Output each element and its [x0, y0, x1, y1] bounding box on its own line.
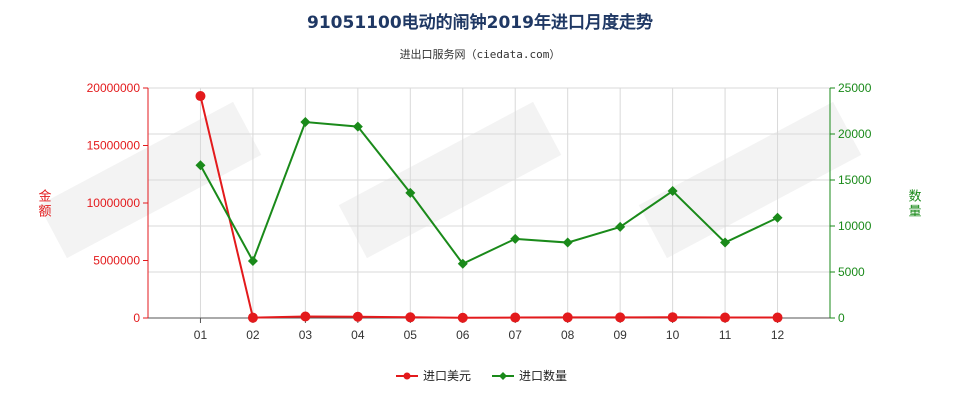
left-axis-title-char: 额 [38, 205, 51, 220]
data-point [457, 312, 468, 323]
left-axis-title: 金额 [38, 189, 51, 220]
x-tick-label: 12 [771, 328, 785, 342]
data-point [510, 312, 521, 323]
data-point [772, 212, 783, 223]
data-point [195, 160, 206, 171]
data-point [300, 311, 311, 322]
data-point [247, 312, 258, 323]
x-tick-label: 06 [456, 328, 470, 342]
right-axis-title-char: 数 [908, 190, 921, 205]
right-tick-label: 15000 [838, 173, 872, 187]
data-point [615, 221, 626, 232]
left-tick-label: 10000000 [87, 196, 141, 210]
x-axis-ticks: 01 02 03 04 05 06 07 08 09 10 11 12 [194, 318, 785, 342]
left-tick-label: 5000000 [93, 254, 140, 268]
data-point [405, 187, 416, 198]
legend-item: 进口数量 [492, 368, 567, 383]
data-point [667, 312, 678, 323]
legend-swatch-marker [403, 372, 411, 380]
x-tick-label: 10 [666, 328, 680, 342]
right-axis-title-char: 量 [908, 205, 921, 220]
data-point [562, 312, 573, 323]
axis-titles: 金额 数量 [38, 189, 921, 220]
chart-subtitle: 进出口服务网（ciedata.com） [399, 48, 561, 61]
right-tick-label: 5000 [838, 265, 865, 279]
data-point [562, 237, 573, 248]
data-point [300, 117, 311, 128]
legend-item: 进口美元 [396, 369, 471, 383]
data-point [667, 186, 678, 197]
series-进口美元 [195, 91, 783, 323]
data-point [720, 237, 731, 248]
legend-swatch-marker [499, 372, 507, 380]
data-point [772, 312, 783, 323]
series-layer [195, 91, 783, 323]
left-axis-ticks: 0 5000000 10000000 15000000 20000000 [87, 81, 148, 325]
data-point [510, 233, 521, 244]
data-point [247, 255, 258, 266]
x-tick-label: 04 [351, 328, 365, 342]
right-axis-ticks: 0 5000 10000 15000 20000 25000 [830, 81, 872, 325]
data-point [405, 312, 416, 323]
x-tick-label: 08 [561, 328, 575, 342]
x-tick-label: 02 [246, 328, 260, 342]
x-tick-label: 11 [719, 328, 732, 342]
data-point [720, 312, 731, 323]
series-line [199, 95, 778, 319]
left-tick-label: 20000000 [87, 81, 141, 95]
right-axis-title: 数量 [908, 190, 921, 220]
legend-label: 进口美元 [423, 369, 471, 383]
legend-label: 进口数量 [519, 368, 567, 383]
right-tick-label: 25000 [838, 81, 872, 95]
right-tick-label: 20000 [838, 127, 872, 141]
x-tick-label: 09 [613, 328, 627, 342]
right-tick-label: 0 [838, 311, 845, 325]
data-point [615, 312, 626, 323]
left-tick-label: 0 [133, 311, 140, 325]
chart-title: 91051100电动的闹钟2019年进口月度走势 [307, 13, 653, 33]
grid-lines [148, 87, 830, 319]
data-point [195, 91, 206, 102]
data-point [457, 258, 468, 269]
x-tick-label: 07 [509, 328, 523, 342]
series-进口数量 [195, 117, 783, 269]
legend: 进口美元 进口数量 [396, 368, 567, 383]
data-point [352, 311, 363, 322]
x-tick-label: 03 [299, 328, 313, 342]
series-line [199, 120, 778, 265]
data-point [352, 121, 363, 132]
left-tick-label: 15000000 [87, 139, 141, 153]
left-axis-title-char: 金 [38, 189, 51, 205]
x-tick-label: 01 [194, 328, 208, 342]
right-tick-label: 10000 [838, 219, 872, 233]
x-tick-label: 05 [404, 328, 418, 342]
